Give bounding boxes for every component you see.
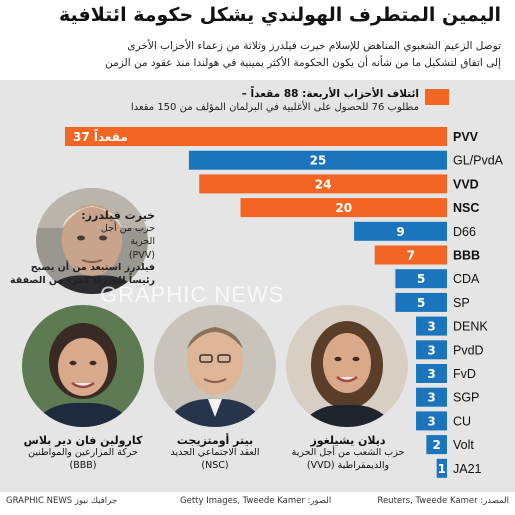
subtitle-line-2: إلى اتفاق لتشكيل ما من شأنه أن يكون الحك…	[105, 57, 501, 69]
legend-note: مطلوب 76 للحصول على الأغلبية في البرلمان…	[130, 102, 419, 113]
yesilgoz-caption: ديلان يشيلغوز حزب الشعب من أجل الحرية وا…	[282, 434, 414, 473]
wilders-note-line-1: فيلدرز استبعد من أن يصبح	[30, 261, 155, 273]
wilders-caption: خيرت فيلدرز: حزب من أجل الحرية (PVV) فيل…	[10, 209, 155, 288]
footer-photo-credits: الصور: Getty Images, Tweede Kamer	[180, 496, 332, 506]
category-label: NSC	[453, 201, 479, 215]
yesilgoz-party-line-1: حزب الشعب من أجل الحرية	[291, 447, 405, 458]
watermark: GRAPHIC NEWS	[100, 282, 285, 307]
category-label: PvdD	[453, 343, 484, 357]
category-label: CU	[453, 414, 471, 428]
legend-label: ائتلاف الأحزاب الأربعة: 88 مقعداً –	[241, 88, 419, 100]
category-label: CDA	[453, 272, 480, 286]
yesilgoz-photo	[286, 305, 408, 427]
subtitle-line-1: توصل الزعيم الشعبوي المناهض للإسلام خيرت…	[127, 40, 501, 52]
bar-denk	[416, 316, 447, 336]
footer-brand: GRAPHIC NEWS جرافيك نيوز	[6, 496, 118, 506]
category-label: SGP	[453, 391, 479, 405]
category-label: Volt	[453, 438, 474, 452]
bar-pvdd	[416, 340, 447, 360]
bar-pvv	[65, 127, 447, 146]
wilders-note-line-2: رئيساً للوزراء كجزء من الصفقة	[9, 274, 155, 286]
wilders-name: خيرت فيلدرز:	[81, 209, 155, 222]
bar-vvd	[199, 174, 447, 194]
bar-value-label: 7	[407, 249, 415, 263]
bar-value-label: 20	[335, 201, 352, 215]
category-label: D66	[453, 225, 476, 239]
bar-value-label: 3	[427, 320, 435, 334]
omtzigt-caption: بيتر أومتزيجت العقد الاجتماعي الجديد (NS…	[145, 434, 285, 473]
wilders-party-line-2: الحرية	[130, 236, 155, 248]
category-label: BBB	[453, 249, 480, 263]
yesilgoz-name: ديلان يشيلغوز	[310, 434, 386, 447]
footer-source: المصدر: Reuters, Tweede Kamer	[377, 496, 509, 506]
vanderplas-caption: كارولين فان دير بلاس حركة المزارعين والم…	[8, 434, 158, 473]
vanderplas-name: كارولين فان دير بلاس	[23, 434, 143, 447]
bar-value-label: 3	[427, 414, 435, 428]
page-title: اليمين المتطرف الهولندي يشكل حكومة ائتلا…	[59, 4, 501, 26]
bar-volt	[426, 435, 447, 455]
legend-swatch	[425, 89, 449, 105]
bar-value-label: 5	[417, 272, 425, 286]
bar-value-label: 3	[427, 367, 435, 381]
bar-d66	[354, 221, 447, 241]
bar-bbb	[374, 245, 447, 265]
vanderplas-photo	[22, 305, 144, 427]
category-label: FvD	[453, 367, 476, 381]
omtzigt-party-line-1: العقد الاجتماعي الجديد	[170, 447, 260, 458]
category-label: GL/PvdA	[453, 154, 504, 168]
wilders-party-line-3: (PVV)	[128, 249, 155, 261]
bar-gl-pvda	[188, 150, 447, 170]
bar-fvd	[416, 364, 447, 383]
bar-value-label: 1	[438, 462, 446, 476]
bar-value-label: 3	[427, 343, 435, 357]
bar-value-label: 2	[432, 438, 440, 452]
bar-value-label: 3	[427, 391, 435, 405]
category-label: DENK	[453, 320, 488, 334]
vanderplas-party-line-2: (BBB)	[69, 459, 97, 471]
bar-ja21	[436, 458, 447, 478]
category-label: VVD	[453, 177, 479, 191]
vanderplas-party-line-1: حركة المزارعين والمواطنين	[28, 447, 138, 458]
omtzigt-party-line-2: (NSC)	[201, 459, 229, 471]
bar-sp	[395, 292, 447, 312]
category-label: JA21	[453, 462, 482, 476]
bar-nsc	[240, 198, 447, 218]
bar-value-label: 25	[310, 154, 327, 168]
category-label: PVV	[453, 130, 479, 144]
category-label: SP	[453, 296, 470, 310]
bar-value-label: 5	[417, 296, 425, 310]
bar-value-label: 24	[315, 177, 332, 191]
omtzigt-photo	[154, 305, 276, 427]
omtzigt-name: بيتر أومتزيجت	[176, 434, 254, 447]
bar-cu	[416, 411, 447, 431]
yesilgoz-party-line-2: والديمقراطية (VVD)	[306, 459, 390, 471]
wilders-party-line-1: حزب من أجل	[100, 223, 155, 234]
bar-value-label: 37 مقعداً	[73, 128, 128, 144]
bar-cda	[395, 269, 447, 289]
bar-sgp	[416, 387, 447, 407]
bar-value-label: 9	[396, 225, 404, 239]
